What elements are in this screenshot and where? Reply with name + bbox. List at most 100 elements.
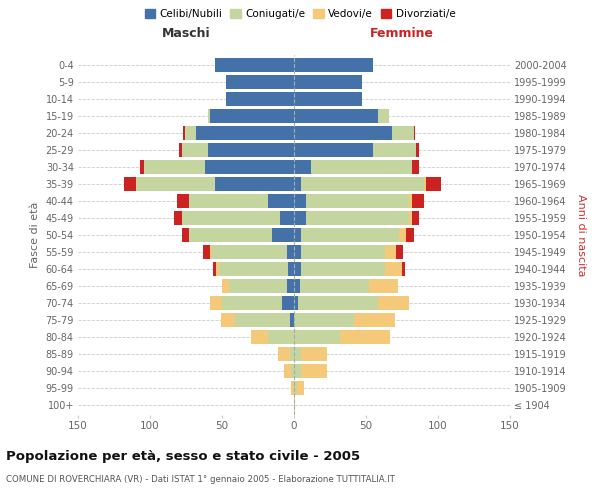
Bar — [294, 330, 340, 344]
Bar — [369, 278, 398, 293]
Bar — [385, 262, 402, 276]
Bar — [301, 177, 424, 192]
Bar — [280, 211, 294, 225]
Bar — [409, 194, 412, 208]
Bar — [413, 126, 415, 140]
Bar — [288, 262, 294, 276]
Bar — [294, 75, 362, 90]
Bar — [205, 160, 294, 174]
Bar — [294, 398, 295, 412]
Bar — [294, 194, 305, 208]
Bar — [355, 312, 395, 327]
Bar — [294, 262, 301, 276]
Text: Femmine: Femmine — [370, 27, 434, 40]
Bar — [214, 262, 216, 276]
Bar — [212, 245, 287, 259]
Bar — [182, 228, 189, 242]
Bar — [311, 160, 412, 174]
Bar — [196, 126, 294, 140]
Bar — [208, 143, 294, 158]
Bar — [215, 58, 294, 72]
Bar — [216, 262, 219, 276]
Bar — [182, 143, 208, 158]
Text: Popolazione per età, sesso e stato civile - 2005: Popolazione per età, sesso e stato civil… — [6, 450, 360, 463]
Bar — [340, 330, 391, 344]
Bar — [229, 278, 287, 293]
Bar — [208, 109, 211, 124]
Bar — [392, 126, 413, 140]
Bar — [283, 296, 294, 310]
Bar — [136, 177, 215, 192]
Bar — [412, 160, 419, 174]
Bar — [222, 278, 229, 293]
Bar — [294, 92, 362, 106]
Bar — [278, 346, 290, 361]
Bar — [301, 245, 385, 259]
Bar — [294, 109, 377, 124]
Bar — [294, 278, 300, 293]
Bar — [221, 312, 235, 327]
Bar — [294, 143, 373, 158]
Bar — [294, 228, 301, 242]
Bar — [409, 211, 412, 225]
Bar — [301, 364, 327, 378]
Bar — [235, 312, 290, 327]
Bar — [424, 177, 427, 192]
Bar — [294, 58, 373, 72]
Bar — [373, 143, 416, 158]
Bar — [396, 245, 403, 259]
Bar — [211, 109, 294, 124]
Bar — [251, 330, 268, 344]
Legend: Celibi/Nubili, Coniugati/e, Vedovi/e, Divorziati/e: Celibi/Nubili, Coniugati/e, Vedovi/e, Di… — [140, 5, 460, 24]
Bar — [300, 278, 369, 293]
Bar — [294, 364, 301, 378]
Bar — [416, 143, 419, 158]
Bar — [294, 160, 311, 174]
Bar — [268, 330, 294, 344]
Bar — [215, 177, 294, 192]
Bar — [203, 245, 211, 259]
Bar — [305, 211, 409, 225]
Bar — [377, 296, 409, 310]
Bar — [124, 177, 136, 192]
Bar — [140, 160, 144, 174]
Bar — [211, 296, 222, 310]
Bar — [406, 228, 413, 242]
Bar — [290, 312, 294, 327]
Bar — [287, 278, 294, 293]
Bar — [189, 228, 272, 242]
Bar — [294, 296, 298, 310]
Bar — [399, 228, 406, 242]
Bar — [301, 262, 385, 276]
Y-axis label: Anni di nascita: Anni di nascita — [577, 194, 586, 276]
Bar — [291, 380, 294, 395]
Bar — [272, 228, 294, 242]
Bar — [226, 92, 294, 106]
Bar — [178, 194, 189, 208]
Bar — [385, 245, 396, 259]
Bar — [294, 177, 301, 192]
Bar — [294, 346, 301, 361]
Bar — [412, 194, 424, 208]
Bar — [291, 364, 294, 378]
Bar — [183, 126, 185, 140]
Bar — [189, 194, 268, 208]
Bar — [226, 75, 294, 90]
Bar — [179, 143, 182, 158]
Bar — [294, 126, 392, 140]
Bar — [182, 211, 280, 225]
Bar — [175, 211, 182, 225]
Bar — [301, 346, 327, 361]
Bar — [211, 245, 212, 259]
Bar — [290, 346, 294, 361]
Bar — [144, 160, 205, 174]
Bar — [185, 126, 196, 140]
Bar — [412, 211, 419, 225]
Bar — [219, 262, 288, 276]
Bar — [268, 194, 294, 208]
Bar — [222, 296, 283, 310]
Bar — [377, 109, 389, 124]
Bar — [294, 245, 301, 259]
Bar — [297, 380, 304, 395]
Bar — [287, 245, 294, 259]
